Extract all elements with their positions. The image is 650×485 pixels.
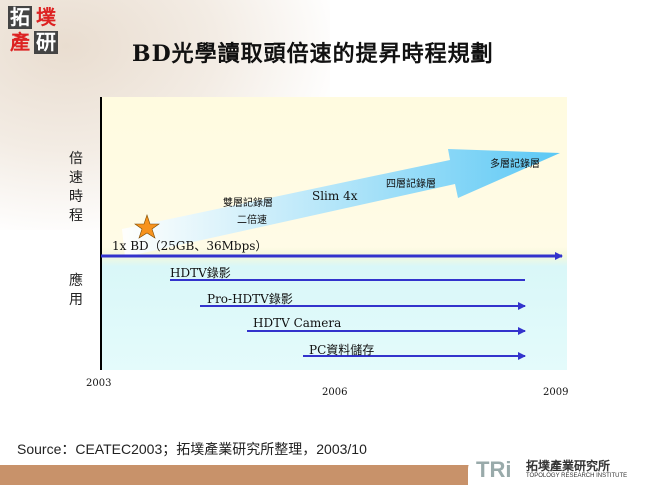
star-icon bbox=[134, 214, 160, 239]
year-label: 2009 bbox=[543, 387, 569, 398]
footer-logo: TRi 拓墣產業研究所 TOPOLOGY RESEARCH INSTITUTE bbox=[468, 455, 650, 485]
speed-progress-arrow bbox=[122, 149, 560, 257]
year-label: 2006 bbox=[322, 387, 348, 398]
year-label: 2003 bbox=[86, 378, 112, 389]
tri-mark: TRi bbox=[476, 457, 512, 482]
speed-axis-label: 倍速時程 bbox=[69, 151, 83, 224]
step-label: Slim 4x bbox=[312, 189, 358, 203]
institute-subtitle: TOPOLOGY RESEARCH INSTITUTE bbox=[526, 473, 628, 479]
logo-char: 拓 bbox=[8, 5, 32, 29]
logo: 拓 墣 產 研 bbox=[8, 6, 60, 54]
application-label: HDTV錄影 bbox=[170, 266, 231, 280]
logo-char: 墣 bbox=[36, 5, 56, 29]
bd-start-label: 1x BD（25GB、36Mbps） bbox=[112, 239, 268, 253]
application-axis-label: 應用 bbox=[69, 273, 83, 308]
logo-char: 產 bbox=[10, 30, 30, 54]
institute-name: 拓墣產業研究所 bbox=[526, 459, 611, 473]
source-note: Source：CEATEC2003；拓墣產業研究所整理，2003/10 bbox=[17, 441, 367, 457]
application-label: HDTV Camera bbox=[253, 316, 342, 330]
page-title: BD光學讀取頭倍速的提昇時程規劃 bbox=[132, 41, 494, 67]
step-label: 二倍速 bbox=[237, 215, 267, 226]
application-label: PC資料儲存 bbox=[309, 343, 375, 357]
step-label: 多層記錄層 bbox=[490, 159, 540, 170]
step-label: 四層記錄層 bbox=[386, 179, 436, 190]
step-label: 雙層記錄層 bbox=[223, 198, 273, 209]
application-label: Pro-HDTV錄影 bbox=[207, 292, 293, 306]
logo-char: 研 bbox=[34, 30, 58, 54]
